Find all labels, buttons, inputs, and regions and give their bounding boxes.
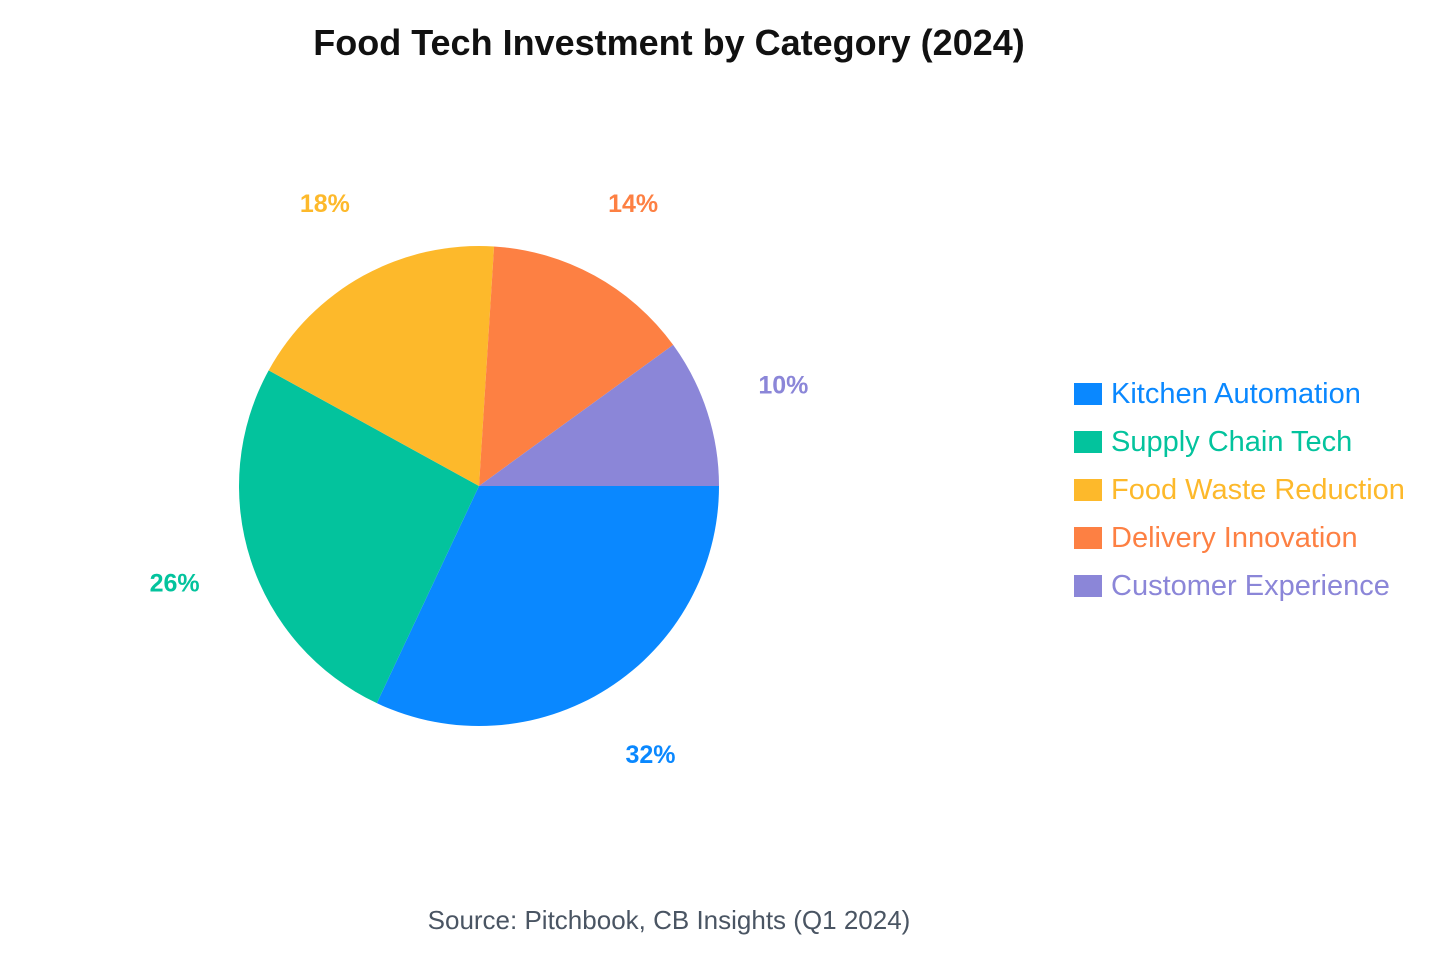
legend-item-delivery-innovation[interactable]: Delivery Innovation: [1074, 514, 1405, 562]
chart-title: Food Tech Investment by Category (2024): [313, 22, 1025, 63]
legend-label: Supply Chain Tech: [1111, 425, 1353, 458]
pie-slice-delivery-innovation[interactable]: [479, 246, 674, 486]
legend-label: Kitchen Automation: [1111, 377, 1361, 410]
legend-swatch-icon: [1074, 479, 1102, 501]
legend-swatch-icon: [1074, 431, 1102, 453]
legend: Kitchen Automation Supply Chain Tech Foo…: [1074, 370, 1405, 610]
legend-swatch-icon: [1074, 383, 1102, 405]
source-note: Source: Pitchbook, CB Insights (Q1 2024): [427, 905, 911, 935]
pie-slice-kitchen-automation[interactable]: [376, 486, 719, 727]
slice-label-food-waste-reduction: 18%: [300, 190, 350, 218]
legend-item-food-waste-reduction[interactable]: Food Waste Reduction: [1074, 466, 1405, 514]
legend-swatch-icon: [1074, 527, 1102, 549]
slice-label-delivery-innovation: 14%: [608, 190, 658, 218]
legend-item-supply-chain-tech[interactable]: Supply Chain Tech: [1074, 418, 1405, 466]
pie-slice-food-waste-reduction[interactable]: [268, 246, 495, 486]
legend-item-customer-experience[interactable]: Customer Experience: [1074, 562, 1405, 610]
legend-label: Customer Experience: [1111, 569, 1390, 602]
legend-swatch-icon: [1074, 575, 1102, 597]
legend-label: Food Waste Reduction: [1111, 473, 1405, 506]
legend-label: Delivery Innovation: [1111, 521, 1358, 554]
pie-slice-customer-experience[interactable]: [479, 344, 719, 486]
pie-slice-supply-chain-tech[interactable]: [239, 370, 479, 704]
legend-item-kitchen-automation[interactable]: Kitchen Automation: [1074, 370, 1405, 418]
slice-label-supply-chain-tech: 26%: [150, 569, 200, 597]
slice-label-customer-experience: 10%: [758, 372, 808, 400]
slice-label-kitchen-automation: 32%: [625, 741, 675, 769]
